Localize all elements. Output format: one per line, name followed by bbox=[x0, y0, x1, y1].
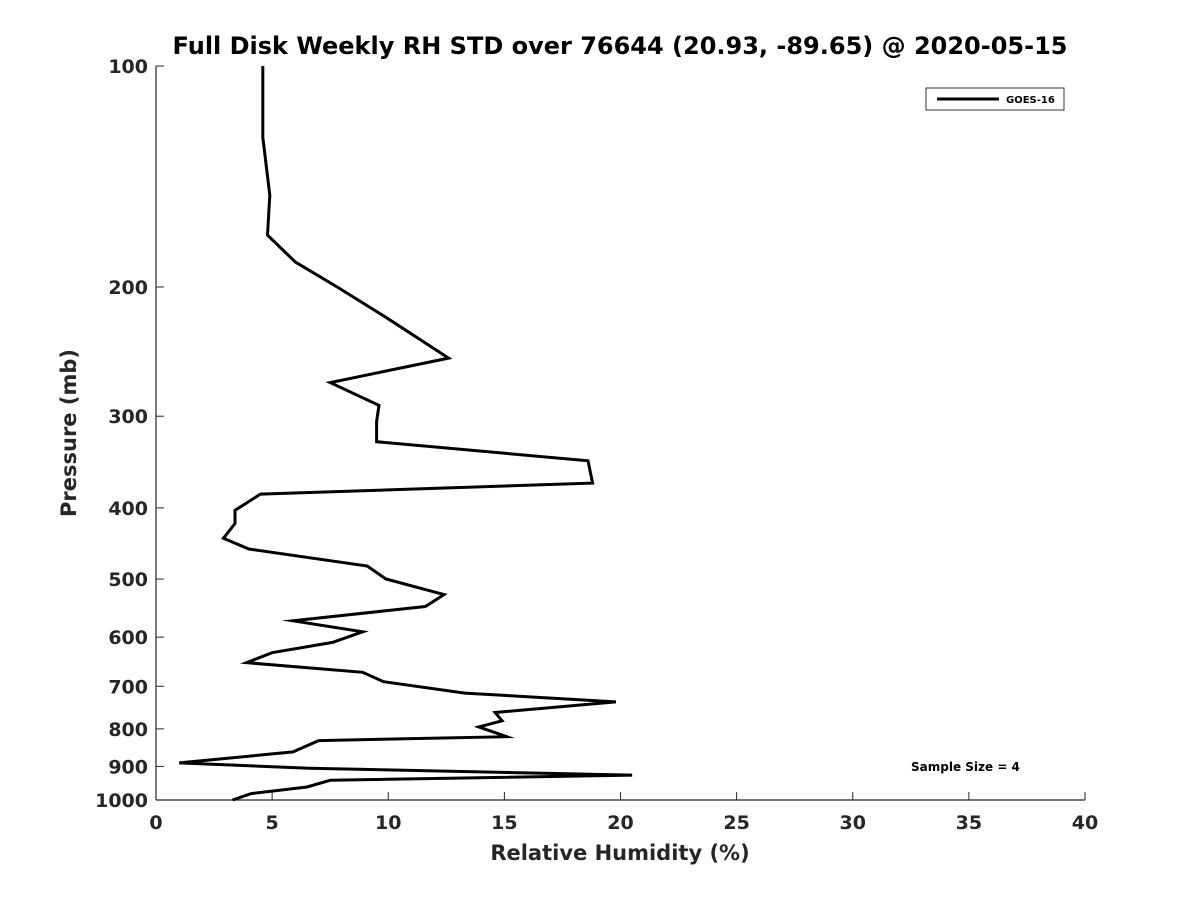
y-tick-label: 900 bbox=[108, 756, 148, 778]
y-tick-label: 200 bbox=[108, 277, 148, 299]
x-tick-label: 35 bbox=[956, 812, 982, 834]
x-axis-title: Relative Humidity (%) bbox=[490, 841, 749, 865]
x-tick-label: 0 bbox=[149, 812, 162, 834]
legend: GOES-16 bbox=[925, 87, 1065, 111]
x-axis-ticks: 0 5 10 15 20 25 30 35 40 bbox=[149, 792, 1098, 834]
legend-label-goes16: GOES-16 bbox=[1006, 95, 1055, 106]
y-tick-label: 300 bbox=[108, 406, 148, 428]
y-tick-label: 800 bbox=[108, 719, 148, 741]
x-tick-label: 15 bbox=[491, 812, 517, 834]
x-tick-label: 10 bbox=[375, 812, 401, 834]
y-axis-title: Pressure (mb) bbox=[57, 349, 81, 517]
x-tick-label: 25 bbox=[723, 812, 749, 834]
x-tick-label: 30 bbox=[840, 812, 866, 834]
x-tick-label: 40 bbox=[1072, 812, 1098, 834]
y-tick-label: 500 bbox=[108, 569, 148, 591]
y-axis-ticks: 100 200 300 400 500 600 700 800 900 1000 bbox=[95, 56, 164, 812]
chart-title: Full Disk Weekly RH STD over 76644 (20.9… bbox=[173, 32, 1068, 60]
y-tick-label: 700 bbox=[108, 676, 148, 698]
series-line-goes16 bbox=[179, 66, 633, 802]
x-tick-label: 20 bbox=[607, 812, 633, 834]
x-tick-label: 5 bbox=[266, 812, 279, 834]
sample-size-annotation: Sample Size = 4 bbox=[911, 760, 1020, 774]
series-layer bbox=[179, 66, 633, 802]
y-tick-label: 1000 bbox=[95, 790, 148, 812]
plot-area: 0 5 10 15 20 25 30 35 40 100 200 300 400 500 600 700 80… bbox=[95, 56, 1098, 834]
y-tick-label: 600 bbox=[108, 627, 148, 649]
y-tick-label: 100 bbox=[108, 56, 148, 78]
y-tick-label: 400 bbox=[108, 498, 148, 520]
